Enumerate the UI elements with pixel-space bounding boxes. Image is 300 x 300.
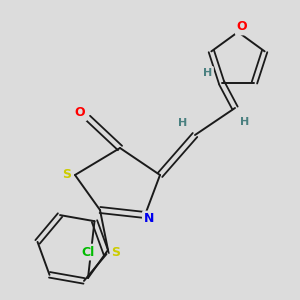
Text: S: S	[62, 169, 71, 182]
Text: H: H	[178, 118, 188, 128]
Text: S: S	[112, 245, 121, 259]
Text: O: O	[237, 20, 247, 34]
Text: N: N	[144, 212, 154, 226]
Text: H: H	[203, 68, 212, 78]
Text: H: H	[240, 117, 250, 127]
Text: Cl: Cl	[82, 246, 95, 259]
Text: O: O	[75, 106, 85, 119]
